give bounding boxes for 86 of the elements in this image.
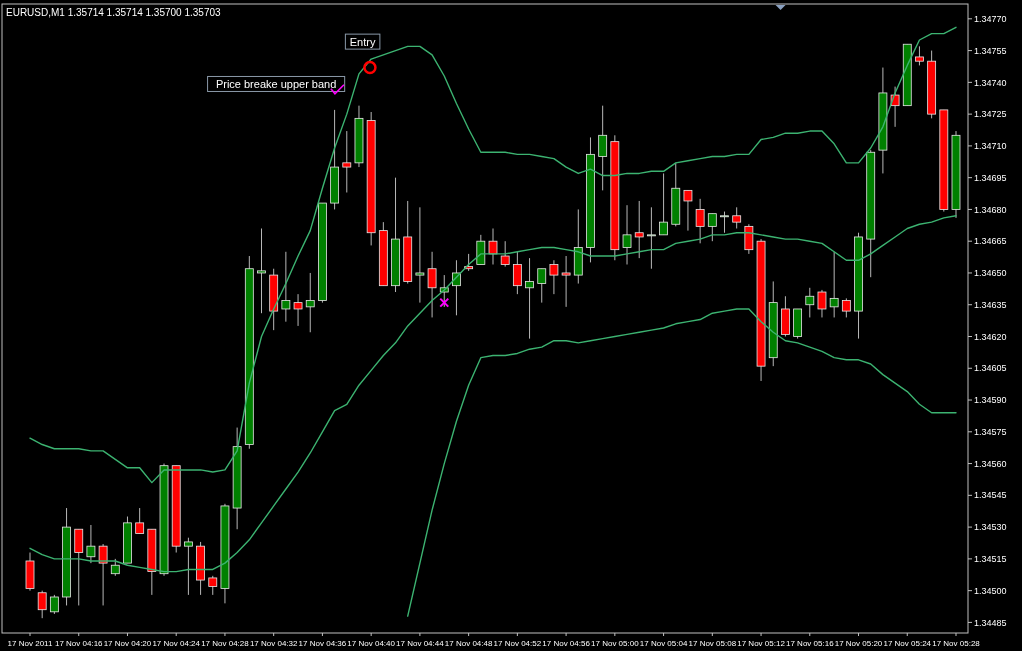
candlestick <box>537 268 547 304</box>
x-tick-label: 17 Nov 04:28 <box>201 639 250 648</box>
candlestick <box>829 251 839 318</box>
candlestick <box>305 272 315 333</box>
candlestick <box>37 590 47 619</box>
candlestick <box>427 251 437 318</box>
candlestick <box>598 105 608 191</box>
annotation: Price breake upper band <box>215 77 337 90</box>
line-series <box>407 308 957 617</box>
candlestick <box>98 543 108 606</box>
x-tick-label: 17 Nov 04:40 <box>347 639 396 648</box>
candlestick <box>512 251 522 295</box>
x-tick-label: 17 Nov 2011 <box>7 639 53 648</box>
x-tick-label: 17 Nov 05:04 <box>639 639 688 648</box>
candlestick <box>647 206 656 270</box>
y-tick-label: 1.34710 <box>974 141 1007 152</box>
line-series <box>29 26 957 484</box>
candlestick <box>817 289 827 318</box>
candlestick <box>720 211 729 234</box>
y-tick-label: 1.34605 <box>974 363 1007 374</box>
candlestick <box>525 257 534 340</box>
candlestick <box>415 206 425 304</box>
y-tick-label: 1.34530 <box>974 522 1007 533</box>
y-tick-label: 1.34695 <box>974 172 1007 183</box>
x-tick-label: 17 Nov 04:20 <box>103 639 152 648</box>
candlestick <box>281 251 291 323</box>
y-tick-label: 1.34620 <box>974 331 1007 342</box>
y-tick-label: 1.34485 <box>974 617 1007 628</box>
x-tick-label: 17 Nov 04:56 <box>542 639 591 648</box>
x-tick-label: 17 Nov 05:00 <box>591 639 640 648</box>
y-tick-label: 1.34590 <box>974 395 1007 406</box>
candlestick <box>184 537 193 596</box>
candlestick <box>49 594 59 615</box>
candlestick <box>476 234 486 265</box>
candlestick <box>500 240 510 268</box>
candlestick <box>744 223 754 255</box>
y-tick-label: 1.34755 <box>974 45 1007 56</box>
x-tick-label: 17 Nov 04:24 <box>152 639 201 648</box>
candlestick <box>634 200 644 259</box>
candlestick <box>622 204 632 265</box>
x-tick-label: 17 Nov 05:24 <box>883 639 932 648</box>
y-tick-label: 1.34770 <box>974 13 1007 24</box>
y-tick-label: 1.34575 <box>974 426 1007 437</box>
candlestick <box>707 213 717 242</box>
x-tick-label: 17 Nov 05:16 <box>785 639 835 648</box>
chart-title: EURUSD,M1 1.35714 1.35714 1.35700 1.35703 <box>6 7 222 18</box>
y-tick-label: 1.34635 <box>974 299 1007 310</box>
line-series <box>29 215 957 573</box>
x-tick-label: 17 Nov 04:52 <box>493 639 542 648</box>
x-tick-label: 17 Nov 05:20 <box>834 639 883 648</box>
x-tick-label: 17 Nov 05:12 <box>737 639 786 648</box>
y-tick-label: 1.34680 <box>974 204 1007 215</box>
y-tick-label: 1.34650 <box>974 268 1007 279</box>
candlestick <box>293 293 303 327</box>
annotation: Entry <box>349 35 376 48</box>
candlestick <box>732 206 742 229</box>
y-tick-label: 1.34500 <box>974 585 1007 596</box>
candlestick <box>452 259 461 316</box>
candlestick <box>915 45 924 66</box>
candlestick <box>659 172 668 236</box>
candlestick <box>488 227 498 265</box>
y-tick-label: 1.34560 <box>974 458 1007 469</box>
x-tick-label: 17 Nov 04:16 <box>54 639 104 648</box>
y-tick-label: 1.34515 <box>974 554 1007 565</box>
candlestick <box>683 189 693 232</box>
x-tick-label: 17 Nov 04:44 <box>396 639 445 648</box>
candlestick <box>805 287 815 318</box>
candlestick <box>549 259 559 295</box>
candlestick <box>561 255 571 308</box>
y-tick-label: 1.34665 <box>974 236 1007 247</box>
candlestick <box>86 524 96 564</box>
candlestick <box>841 297 851 318</box>
x-tick-label: 17 Nov 05:08 <box>688 639 737 648</box>
candlestick <box>208 575 218 596</box>
candlestick <box>135 507 145 534</box>
candlestick <box>74 528 84 606</box>
x-tick-label: 17 Nov 04:48 <box>444 639 493 648</box>
candlestick <box>257 227 266 314</box>
candlestick <box>695 198 705 244</box>
x-tick-label: 17 Nov 05:28 <box>932 639 981 648</box>
x-tick-label: 17 Nov 04:36 <box>298 639 347 648</box>
y-tick-label: 1.34545 <box>974 490 1007 501</box>
candlestick <box>342 130 352 193</box>
y-tick-label: 1.34725 <box>974 109 1007 120</box>
y-tick-label: 1.34740 <box>974 77 1007 88</box>
x-tick-label: 17 Nov 04:32 <box>249 639 299 648</box>
